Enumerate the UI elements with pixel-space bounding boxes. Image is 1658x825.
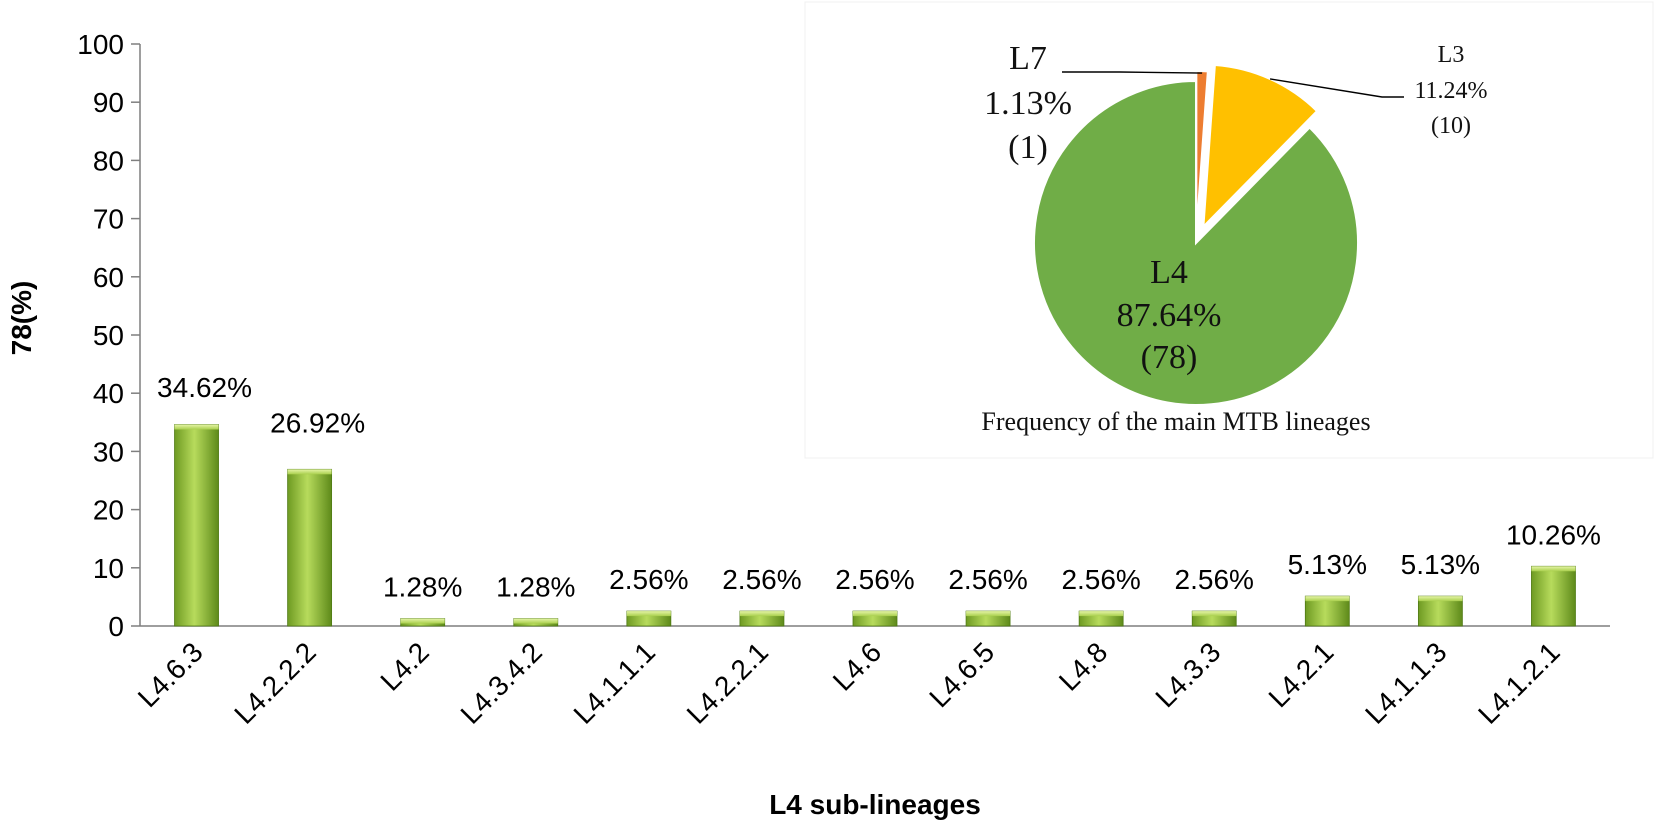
x-tick-label: L4.1.1.1 [568,636,661,729]
pie-slices [1033,63,1359,406]
x-tick-labels: L4.6.3 L4.2.2.2 L4.2 L4.3.4.2 L4.1.1.1 L4.2.2… [132,636,1566,729]
data-label: 34.62% [157,372,252,403]
data-label: 26.92% [270,407,365,438]
bar-top [1418,596,1463,602]
pie-label-l7-count: (1) [1008,129,1048,166]
bar [1191,610,1237,627]
x-tick-label: L4.1.1.3 [1359,636,1452,729]
x-tick-label: L4.1.2.1 [1472,636,1565,729]
y-tick-label: 30 [93,436,124,467]
bar-body [1531,565,1576,627]
bar-top [1305,596,1350,602]
pie-inset: L4 87.64% (78) L7 1.13% (1) L3 11.24% (1… [804,1,1654,459]
pie-label-l7-percent: 1.13% [984,85,1072,122]
bar [513,618,559,627]
bar [965,610,1011,627]
bars [174,424,1576,627]
y-tick-label: 50 [93,320,124,351]
pie-leader-lines [1062,71,1404,98]
pie-slice-l4 [1033,79,1359,406]
x-tick-label: L4.2.2.2 [228,636,321,729]
data-label: 2.56% [1061,564,1140,595]
x-tick-label: L4.6.5 [923,636,1000,713]
pie-label-l3-name: L3 [1438,42,1465,68]
bar-body [287,468,333,627]
pie-label-l3-percent: 11.24% [1414,78,1487,104]
pie-label-l4-name: L4 [1150,254,1188,291]
data-label: 5.13% [1288,549,1367,580]
bar-top [513,618,558,624]
y-tick-label: 100 [77,29,124,60]
bar-top [287,469,332,475]
x-tick-label: L4.6.3 [132,636,209,713]
pie-slice-l7 [1195,70,1209,234]
data-label: 2.56% [609,564,688,595]
x-tick-label: L4.8 [1053,636,1113,696]
data-label: 1.28% [496,572,575,603]
x-tick-label: L4.2.2.1 [681,636,774,729]
data-label: 2.56% [722,564,801,595]
bar [174,424,219,627]
bar [739,610,785,627]
pie-leader-l3 [1269,78,1404,98]
bar-top [1079,611,1124,617]
bar [1078,610,1124,627]
bar [287,468,333,627]
x-tick-label: L4.2.1 [1263,636,1340,713]
x-tick-label: L4.2 [374,636,434,696]
bar [852,610,898,627]
bar-top [626,611,671,617]
y-axis-title: 78(%) [6,281,37,356]
bar-top [174,424,219,430]
y-tick-label: 10 [93,553,124,584]
y-tick-label: 90 [93,87,124,118]
bar-top [400,618,445,624]
bar [1417,595,1463,627]
x-tick-label: L4.3.3 [1149,636,1226,713]
pie-slice-l3 [1202,63,1319,230]
bar [626,610,672,627]
bar-top [853,611,897,617]
bar [400,618,446,627]
data-label: 2.56% [948,564,1027,595]
y-tick-label: 70 [93,204,124,235]
bar-top [739,611,784,617]
y-tick-label: 0 [108,611,124,642]
pie-label-l7-name: L7 [1009,40,1047,77]
pie-label-l4-count: (78) [1141,339,1198,376]
data-label: 1.28% [383,572,462,603]
x-tick-label: L4.3.4.2 [455,636,548,729]
bar-top [1192,611,1237,617]
pie-title: Frequency of the main MTB lineages [981,407,1370,436]
bar-top [1531,566,1576,572]
data-label: 2.56% [835,564,914,595]
data-label: 10.26% [1506,519,1601,550]
x-axis-title: L4 sub-lineages [769,789,981,820]
bar-body [174,424,219,627]
bar-top [966,611,1011,617]
y-tick-label: 20 [93,495,124,526]
pie-label-l4-percent: 87.64% [1117,297,1222,334]
data-label: 2.56% [1175,564,1254,595]
pie-leader-l7 [1062,71,1203,74]
pie-label-l3-count: (10) [1431,113,1471,139]
data-labels: 34.62% 26.92% 1.28% 1.28% 2.56% 2.56% 2.56% 2.5… [157,372,1601,602]
x-tick-label: L4.6 [827,636,887,696]
data-label: 5.13% [1401,549,1480,580]
y-tick-label: 40 [93,378,124,409]
bar [1531,565,1576,627]
y-tick-label: 60 [93,262,124,293]
bar [1304,595,1350,627]
y-tick-label: 80 [93,145,124,176]
y-ticks: 0 10 20 30 40 50 60 70 80 90 100 [77,29,140,642]
